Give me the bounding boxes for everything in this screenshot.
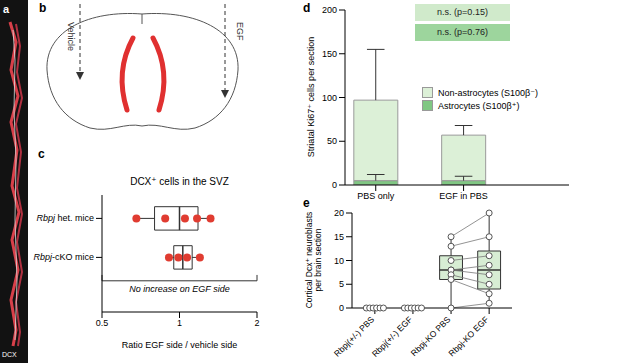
svg-text:b: b — [39, 1, 46, 15]
svg-text:20: 20 — [334, 208, 344, 218]
svg-text:1: 1 — [177, 318, 182, 328]
svg-text:Rbpj-KO EGF: Rbpj-KO EGF — [446, 314, 490, 358]
svg-text:100: 100 — [322, 93, 337, 103]
svg-text:0: 0 — [332, 180, 337, 190]
svg-text:Rbpj-KO PBS: Rbpj-KO PBS — [408, 314, 453, 359]
svg-text:10: 10 — [334, 256, 344, 266]
svg-text:DCX: DCX — [2, 351, 17, 358]
svg-text:50: 50 — [327, 136, 337, 146]
svg-text:EGF: EGF — [235, 22, 245, 41]
svg-text:Rbpj-cKO mice: Rbpj-cKO mice — [33, 252, 94, 262]
svg-text:Ratio EGF side / vehicle side: Ratio EGF side / vehicle side — [122, 340, 238, 350]
svg-text:5: 5 — [339, 279, 344, 289]
svg-text:Rbpj(+/-) PBS: Rbpj(+/-) PBS — [332, 314, 377, 359]
html-text:DCX⁺ cells in the SVZ: DCX⁺ cells in the SVZ — [130, 176, 229, 187]
html-text:n.s. (p=0.76): n.s. (p=0.76) — [437, 27, 488, 37]
svg-text:EGF in PBS: EGF in PBS — [439, 191, 488, 201]
svg-text:0: 0 — [339, 303, 344, 313]
svg-text:Rbpj(+/-) EGF: Rbpj(+/-) EGF — [370, 314, 415, 359]
svg-text:15: 15 — [334, 232, 344, 242]
svg-text:200: 200 — [322, 5, 337, 15]
svg-text:0.5: 0.5 — [96, 318, 109, 328]
html-text:d: d — [303, 1, 311, 15]
html-text:n.s. (p=0.15): n.s. (p=0.15) — [437, 7, 488, 17]
html-text:Non-astrocytes (S100β⁻): Non-astrocytes (S100β⁻) — [438, 87, 538, 98]
svg-text:a: a — [3, 3, 10, 15]
html-text:No increase on EGF side: No increase on EGF side — [129, 284, 230, 294]
svg-text:2: 2 — [254, 318, 259, 328]
html-text:Striatal Ki67⁺ cells per secti: Striatal Ki67⁺ cells per section — [306, 36, 316, 158]
svg-text:PBS only: PBS only — [357, 191, 395, 201]
html-text:c: c — [38, 147, 45, 161]
html-text:Cortical Dcx⁺ neuroblasts per: Cortical Dcx⁺ neuroblasts per brain sect… — [303, 211, 323, 309]
svg-text:Rbpj het. mice: Rbpj het. mice — [36, 213, 94, 223]
html-text:Astrocytes (S100β⁺): Astrocytes (S100β⁺) — [438, 100, 520, 111]
svg-text:Vehicle: Vehicle — [66, 22, 76, 51]
html-text:e: e — [303, 196, 310, 210]
svg-text:150: 150 — [322, 49, 337, 59]
